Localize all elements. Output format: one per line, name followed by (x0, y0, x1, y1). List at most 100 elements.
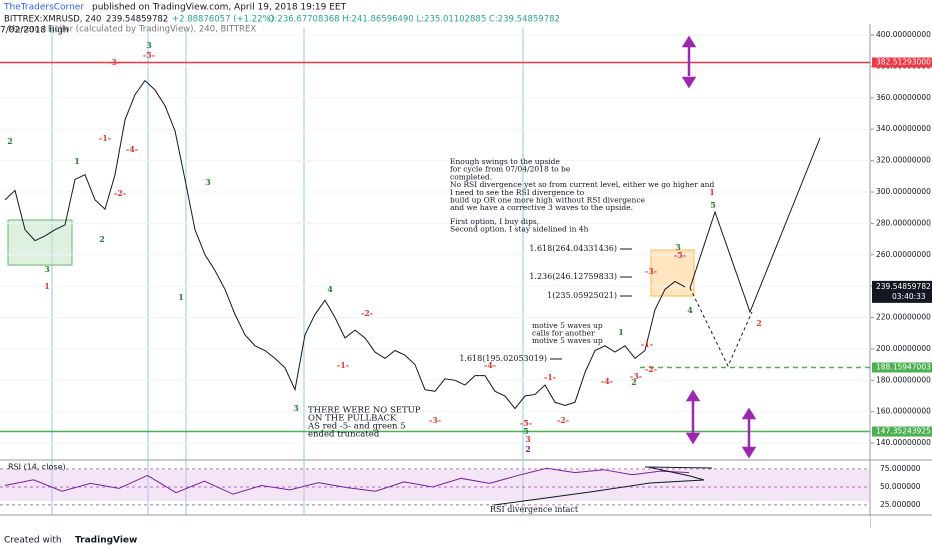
publisher[interactable]: TheTradersCorner (3, 3, 84, 13)
wave-label: 3 (146, 40, 152, 50)
wave-label: 2 (756, 318, 762, 328)
wave-label: 3 (205, 177, 211, 187)
y-tick-label: 400.00000000 (876, 30, 931, 39)
arrows (681, 35, 757, 459)
footer-brand[interactable]: TradingView (75, 536, 137, 546)
y-tick-label: 260.00000000 (876, 250, 931, 259)
wave-label: 1 (709, 187, 715, 197)
note-line: for cycle from 07/04/2018 to be (450, 165, 571, 174)
note-line: motive 5 waves up (532, 336, 603, 345)
y-tick-label: 160.00000000 (876, 407, 931, 416)
note-line: ON THE PULLBACK (308, 414, 397, 424)
fib-label: 1.618(195.02053019) (459, 354, 547, 363)
rsi-title: RSI (14, close) (8, 463, 66, 472)
note-line: ended truncated (308, 430, 380, 440)
wave-label: -3- (630, 371, 642, 381)
arrow-head (741, 407, 757, 420)
wave-label: -3- (108, 57, 120, 67)
rsi-trendlines (493, 466, 713, 506)
note-line: I need to see the RSI divergence to (450, 188, 585, 197)
wave-label: -3- (429, 415, 441, 425)
wave-label: 1 (44, 281, 50, 291)
wave-label: 1 (618, 327, 624, 337)
fib-label: 1(235.05925021) (547, 291, 617, 300)
wave-label: 4 (327, 284, 333, 294)
price-line (4, 467, 690, 495)
vlines (51, 28, 524, 515)
wave-label: 2 (7, 136, 13, 146)
wave-label: -2- (114, 188, 126, 198)
wave-label: -2- (361, 308, 373, 318)
level-label: 147.35243925 (876, 427, 931, 436)
wave-label: 2 (525, 444, 531, 454)
ohlc: O:236.67708368 H:241.86596490 L:235.0110… (268, 15, 560, 25)
y-tick-label: 220.00000000 (876, 313, 931, 322)
wave-label: -2- (557, 415, 569, 425)
level-tag (872, 426, 932, 437)
y-tick-label: 300.00000000 (876, 187, 931, 196)
target-box (650, 249, 695, 297)
last: 239.54859782 (106, 15, 168, 25)
note-line: Enough swings to the upside (450, 157, 560, 166)
fib-label: 1.618(264.04331436) (529, 244, 617, 253)
plot: 140.00000000 160.00000000 180.00000000 200.… (0, 30, 932, 527)
arrow-head (681, 76, 697, 89)
rsi-tick-label: 50.000000 (880, 482, 921, 491)
wave-label: -1- (337, 360, 349, 370)
arrow-head (685, 432, 701, 445)
wave-label: -4- (126, 144, 138, 154)
wave-label: 1 (74, 156, 80, 166)
rsi-note: RSI divergence intact (490, 505, 579, 514)
y-tick-label: 200.00000000 (876, 344, 931, 353)
y-tick-label: 340.00000000 (876, 124, 931, 133)
rsi-band (0, 470, 870, 501)
symbol: BITTREX:XMRUSD, 240 (4, 15, 101, 25)
level-label: 382.51293000 (876, 58, 931, 67)
wave-label: 3 (525, 434, 531, 444)
wave-label: 2 (631, 377, 637, 387)
range-box (7, 219, 73, 266)
fib-label: 1.236(246.12759833) (529, 272, 617, 281)
note-line: calls for another (532, 329, 595, 338)
last-label: 239.54859782 (876, 282, 931, 291)
y-tick-label: 140.00000000 (876, 438, 931, 447)
wave-label: 3 (293, 403, 299, 413)
level-tag (872, 57, 932, 68)
arrow-head (681, 35, 697, 48)
fib-lines (550, 248, 632, 360)
wave-label: -3- (645, 266, 657, 276)
wave-label: 3 (675, 242, 681, 252)
wave-label: 1 (178, 292, 184, 302)
y-tick-label: 180.00000000 (876, 375, 931, 384)
date-note: 7/02/2018 high (0, 26, 69, 36)
level-tag (872, 362, 932, 373)
price-line (4, 79, 686, 410)
wave-label: -5- (674, 250, 686, 260)
wave-label: -1- (544, 372, 556, 382)
footer-created: Created with (4, 536, 62, 546)
y-tick-label: 280.00000000 (876, 218, 931, 227)
arrow-head (685, 389, 701, 402)
rsi-tick-label: 25.000000 (880, 500, 921, 509)
note-line: AS red -5- and green 5 (307, 422, 406, 432)
level-label: 188.15947003 (876, 363, 931, 372)
wave-label: -1- (99, 133, 111, 143)
projection (689, 137, 821, 314)
note-line: THERE WERE NO SETUP (308, 406, 421, 416)
note-line: motive 5 waves up (532, 321, 603, 330)
last-tag (872, 280, 932, 303)
wave-label: -5- (520, 418, 532, 428)
wave-label: -4- (601, 376, 613, 386)
y-tick-label: 360.00000000 (876, 93, 931, 102)
wave-label: 5 (523, 426, 529, 436)
wave-label: -2- (645, 364, 657, 374)
wave-label: 5 (710, 200, 716, 210)
note-line: First option, I buy dips, (450, 217, 539, 226)
wave-label: -4- (484, 360, 496, 370)
countdown: 03:40:33 (892, 292, 926, 301)
note-line: build up OR one more high without RSI di… (450, 196, 646, 205)
wave-label: 2 (99, 234, 105, 244)
rsi-tick-label: 75.000000 (880, 464, 921, 473)
note-line: and we have a corrective 3 waves to the … (450, 203, 633, 212)
